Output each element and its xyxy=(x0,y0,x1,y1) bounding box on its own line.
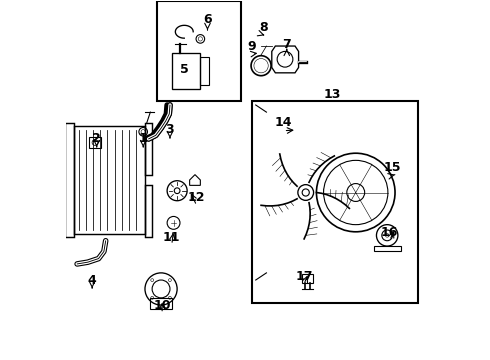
Text: 6: 6 xyxy=(203,13,212,26)
Text: 10: 10 xyxy=(153,299,171,312)
Bar xyxy=(150,298,172,309)
Text: 3: 3 xyxy=(166,123,174,136)
Text: 7: 7 xyxy=(282,38,291,51)
Text: 17: 17 xyxy=(295,270,313,283)
Bar xyxy=(373,246,401,251)
Text: 14: 14 xyxy=(275,116,293,129)
Text: 16: 16 xyxy=(381,226,398,239)
Text: 12: 12 xyxy=(188,192,205,204)
Text: 13: 13 xyxy=(324,88,341,101)
Text: 2: 2 xyxy=(93,132,101,145)
Text: 15: 15 xyxy=(384,161,401,174)
Text: 4: 4 xyxy=(88,274,97,287)
Text: 1: 1 xyxy=(139,132,147,145)
Bar xyxy=(89,137,101,148)
Bar xyxy=(252,102,418,303)
Bar xyxy=(302,274,313,283)
Text: 5: 5 xyxy=(180,63,189,76)
Bar xyxy=(172,53,200,89)
Text: 9: 9 xyxy=(248,40,256,53)
Text: 8: 8 xyxy=(259,21,268,33)
Bar xyxy=(200,57,209,85)
Bar xyxy=(157,1,242,102)
Text: 11: 11 xyxy=(163,231,180,244)
